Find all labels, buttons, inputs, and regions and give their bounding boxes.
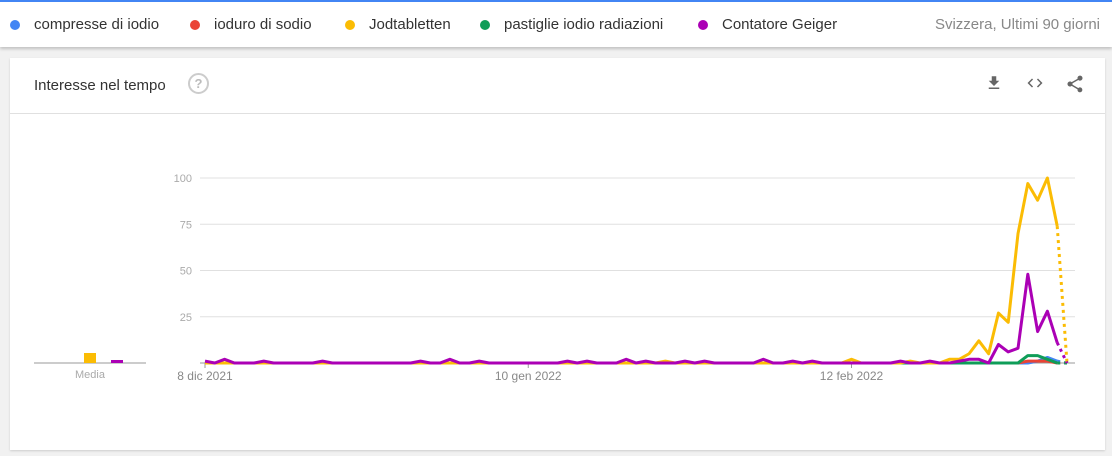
download-icon[interactable] — [985, 74, 1003, 97]
legend-dot-icon — [190, 19, 200, 30]
card-title: Interesse nel tempo — [34, 77, 166, 94]
legend-dot-icon — [698, 19, 708, 30]
y-tick-label: 25 — [180, 312, 192, 324]
x-tick-label: 8 dic 2021 — [177, 369, 233, 383]
legend-item[interactable]: compresse di iodio — [10, 16, 159, 33]
interest-over-time-card: Interesse nel tempo ? — [10, 58, 1105, 450]
legend-dot-icon — [345, 19, 355, 30]
region-period[interactable]: Svizzera, Ultimi 90 giorni — [934, 16, 1100, 33]
series-partial-segment — [1055, 225, 1069, 364]
legend-dot-icon — [480, 19, 490, 30]
legend-label: Contatore Geiger — [722, 16, 838, 33]
y-tick-label: 100 — [174, 173, 192, 185]
average-label: Media — [75, 369, 106, 381]
legend-item[interactable]: ioduro di sodio — [190, 16, 312, 33]
legend-label: Jodtabletten — [369, 16, 451, 33]
legend-label: compresse di iodio — [34, 16, 160, 33]
embed-icon[interactable] — [1024, 74, 1046, 97]
card-header: Interesse nel tempo ? — [10, 58, 1105, 114]
legend-label: pastiglie iodio radiazioni — [504, 16, 664, 33]
average-bar — [84, 353, 96, 363]
legend-bar: compresse di iodio ioduro di sodio Jodtabl… — [0, 0, 1112, 47]
legend-item[interactable]: Jodtabletten — [345, 16, 451, 33]
share-icon[interactable] — [1065, 74, 1085, 99]
legend-label: ioduro di sodio — [214, 16, 312, 33]
average-bar — [111, 360, 123, 363]
y-tick-label: 50 — [180, 266, 192, 278]
x-tick-label: 12 feb 2022 — [820, 369, 884, 383]
legend-item[interactable]: Contatore Geiger — [698, 16, 837, 33]
y-tick-label: 75 — [180, 219, 192, 231]
legend-item[interactable]: pastiglie iodio radiazioni — [480, 16, 663, 33]
x-tick-label: 10 gen 2022 — [495, 369, 562, 383]
series-line-contatore-geiger — [204, 272, 1059, 365]
help-icon[interactable]: ? — [188, 73, 209, 94]
legend-dot-icon — [10, 19, 20, 30]
